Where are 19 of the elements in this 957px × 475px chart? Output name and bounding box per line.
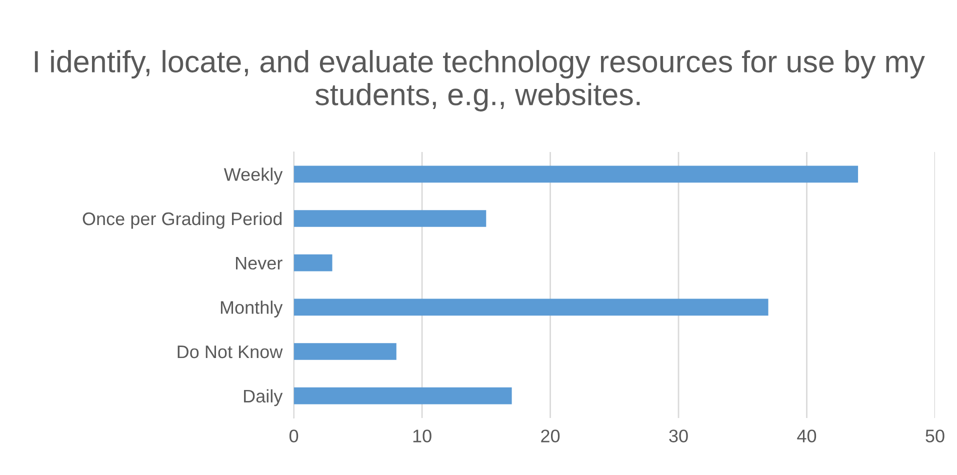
bar [294,254,332,272]
bar [294,343,396,360]
y-tick-label: Monthly [220,300,283,318]
x-tick-label: 20 [541,430,560,442]
x-tick-label: 50 [926,430,944,442]
y-tick-label: Once per Grading Period [82,212,282,229]
bar [294,387,512,404]
y-tick-label: Do Not Know [178,346,283,358]
x-tick-label: 10 [413,430,432,442]
y-tick-label: Never [236,256,282,270]
y-tick-label: Daily [244,389,283,406]
y-tick-label: Weekly [224,168,283,184]
chart-title: I identify, locate, and evaluate technology resources for use by my students, e.g., websites. [34,50,925,112]
x-tick-label: 0 [289,430,298,442]
x-tick-label: 30 [669,430,688,442]
bar [294,166,858,183]
x-tick-label: 40 [797,430,816,442]
bar [294,298,768,316]
bar [294,210,486,227]
